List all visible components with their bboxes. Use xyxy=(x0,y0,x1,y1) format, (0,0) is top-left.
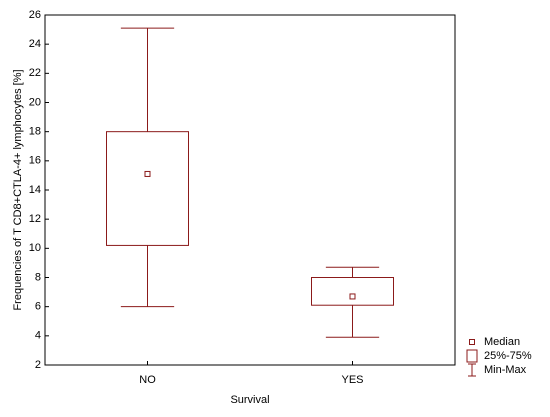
legend-label: 25%-75% xyxy=(484,350,532,362)
x-tick-label: NO xyxy=(139,374,156,386)
y-tick-label: 6 xyxy=(35,301,41,313)
box xyxy=(311,277,394,306)
median xyxy=(144,170,151,177)
legend-label: Median xyxy=(484,336,520,348)
y-tick-label: 2 xyxy=(35,359,41,371)
y-tick-label: 8 xyxy=(35,271,41,283)
y-tick-label: 16 xyxy=(29,155,41,167)
y-tick-label: 26 xyxy=(29,9,41,21)
y-tick-label: 10 xyxy=(29,242,41,254)
y-tick-label: 4 xyxy=(35,330,41,342)
x-tick-label: YES xyxy=(341,374,363,386)
y-tick-label: 20 xyxy=(29,96,41,108)
legend-label: Min-Max xyxy=(484,364,527,376)
box xyxy=(106,131,189,246)
y-tick-label: 22 xyxy=(29,67,41,79)
y-axis-label: Frequencies of T CD8+CTLA-4+ lymphocytes… xyxy=(12,69,24,310)
y-tick-label: 18 xyxy=(29,126,41,138)
y-tick-label: 24 xyxy=(29,38,41,50)
y-tick-label: 12 xyxy=(29,213,41,225)
y-tick-label: 14 xyxy=(29,184,41,196)
legend-median xyxy=(469,339,475,345)
legend-box xyxy=(466,349,478,363)
median xyxy=(349,293,356,300)
x-axis-label: Survival xyxy=(230,394,269,406)
